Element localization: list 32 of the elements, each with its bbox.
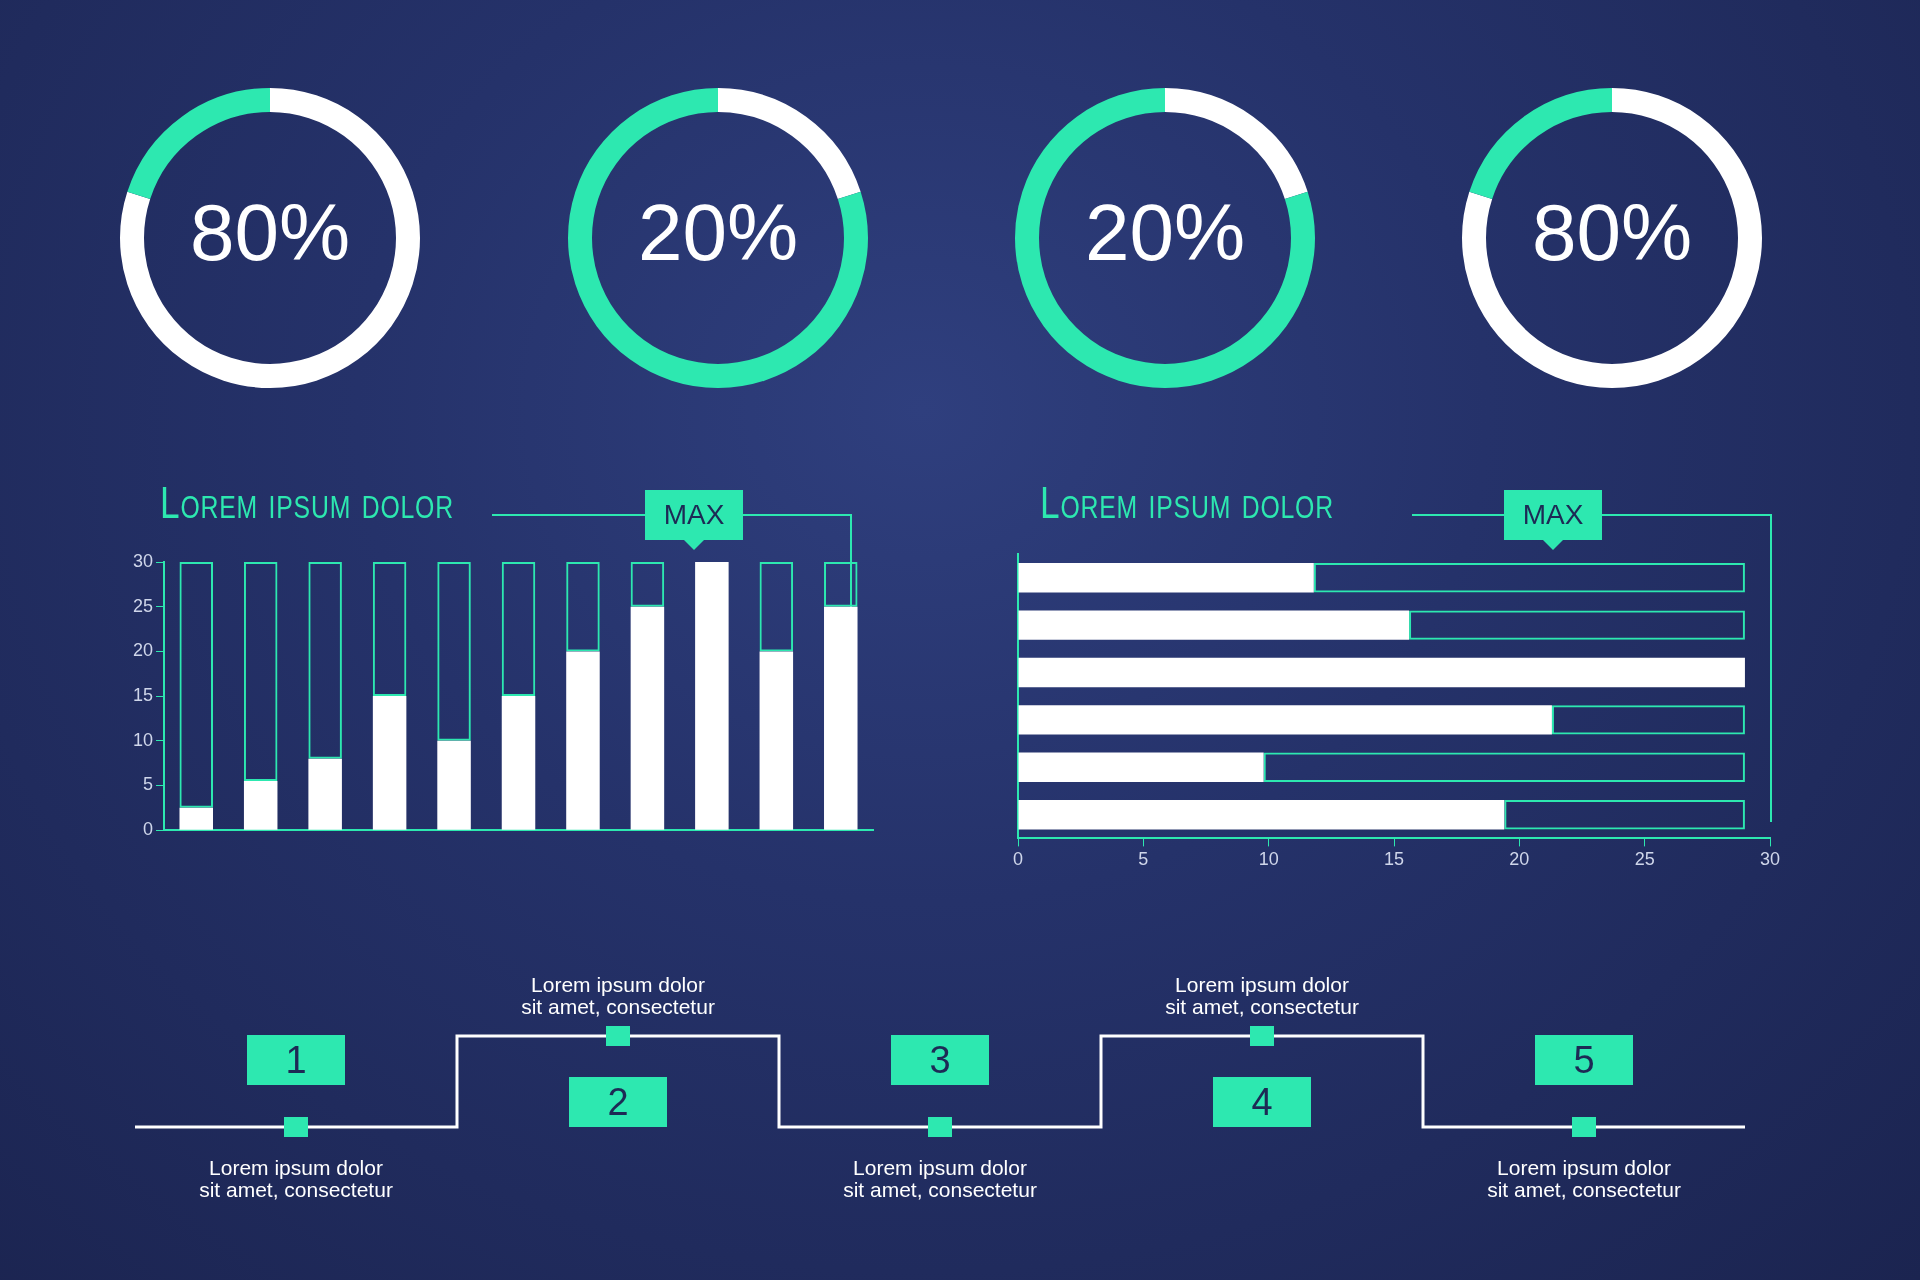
text: 1 (247, 1035, 345, 1085)
text: Lorem ipsum dolor sit amet, consectetur (842, 1156, 1038, 1201)
text: 2 (569, 1077, 667, 1127)
text: 3 (891, 1035, 989, 1085)
data-label: 20% (637, 188, 799, 278)
y-tick-label: 0 (143, 819, 154, 840)
x-tick-label: 5 (1138, 849, 1149, 870)
text: Lorem ipsum dolor sit amet, consectetur (520, 973, 716, 1018)
y-tick-label: 5 (143, 774, 154, 795)
text: 4 (1213, 1077, 1311, 1127)
text: Lorem ipsum dolor sit amet, consectetur (1486, 1156, 1682, 1201)
x-tick-label: 30 (1759, 849, 1781, 870)
x-tick-label: 20 (1509, 849, 1530, 870)
text: MAX (1504, 490, 1602, 540)
x-tick-label: 10 (1258, 849, 1279, 870)
chart-title: Lorem ipsum dolor (160, 478, 454, 528)
text: 5 (1535, 1035, 1633, 1085)
data-label: 80% (189, 188, 351, 278)
x-tick-label: 25 (1634, 849, 1655, 870)
y-tick-label: 30 (132, 550, 154, 571)
x-tick-label: 15 (1383, 849, 1405, 870)
data-label: 80% (1531, 188, 1693, 278)
y-tick-label: 25 (132, 595, 154, 616)
y-tick-label: 20 (132, 640, 154, 661)
data-label: 20% (1084, 188, 1246, 278)
text: Lorem ipsum dolor sit amet, consectetur (1164, 973, 1360, 1018)
chart-title: Lorem ipsum dolor (1040, 478, 1334, 528)
y-tick-label: 10 (132, 729, 154, 750)
text: MAX (645, 490, 743, 540)
y-tick-label: 15 (132, 685, 154, 706)
x-tick-label: 0 (1013, 849, 1024, 870)
text: Lorem ipsum dolor sit amet, consectetur (198, 1156, 394, 1201)
